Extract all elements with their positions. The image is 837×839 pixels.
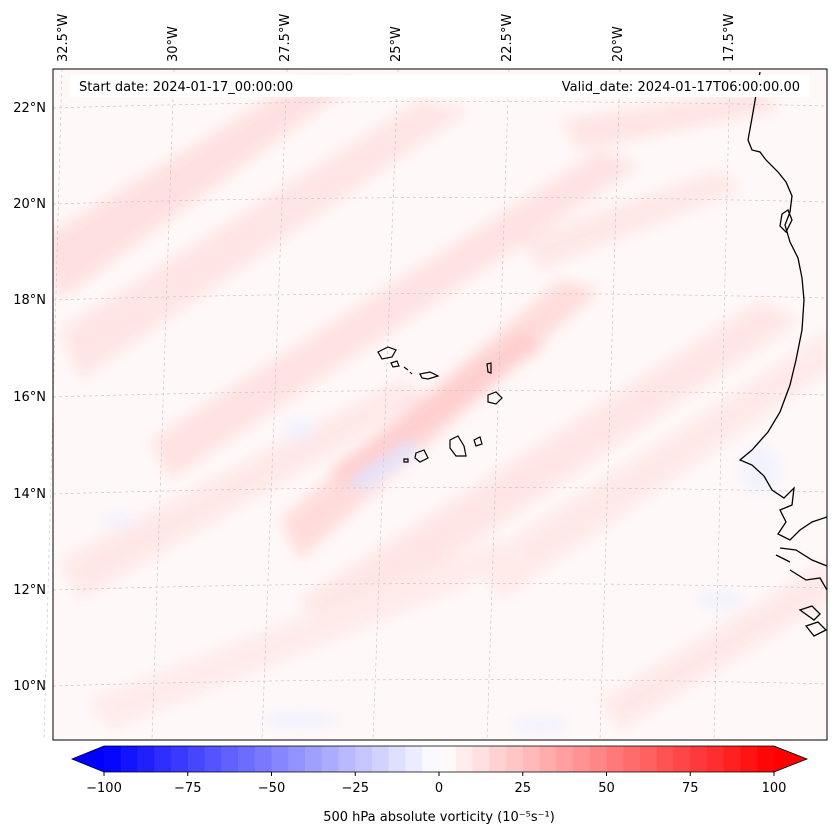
colorbar-cell <box>640 746 658 772</box>
lat-label-16n: 16°N <box>13 390 46 405</box>
island-santo-antao <box>377 346 397 360</box>
colorbar-cell <box>137 746 155 772</box>
colorbar-tick-label: −100 <box>86 781 122 796</box>
lat-label-18n: 18°N <box>13 293 46 308</box>
colorbar-cell <box>104 746 122 772</box>
colorbar-label: 500 hPa absolute vorticity (10⁻⁵s⁻¹) <box>323 810 555 825</box>
lat-label-10n: 10°N <box>13 679 46 694</box>
latitude-labels: 22°N 20°N 18°N 16°N 14°N 12°N 10°N <box>13 101 46 694</box>
lon-label-17-5w: 17.5°W <box>722 14 737 62</box>
colorbar-tick-label: 100 <box>762 781 787 796</box>
colorbar-cell <box>522 746 541 772</box>
longitude-labels: 32.5°W 30°W 27.5°W 25°W 22.5°W 20°W 17.5… <box>56 14 737 62</box>
colorbar: −100 −75 −50 −25 0 25 50 75 100 500 hPa absolute… <box>70 745 809 825</box>
colorbar-tick-label: −75 <box>174 781 201 796</box>
colorbar-cell <box>690 746 708 772</box>
colorbar-tick-label: −25 <box>342 781 369 796</box>
lat-label-14n: 14°N <box>13 487 46 502</box>
colorbar-cell <box>204 746 222 772</box>
colorbar-tick-label: −50 <box>258 781 285 796</box>
colorbar-cell <box>187 746 206 772</box>
colorbar-cell <box>388 746 407 772</box>
valid-date-label: Valid_date: 2024-01-17T06:00:00.00 <box>562 80 800 95</box>
island-santiago <box>449 435 467 457</box>
colorbar-cell <box>321 746 340 772</box>
island-boa-vista <box>487 391 503 405</box>
lon-label-32-5w: 32.5°W <box>56 14 71 62</box>
colorbar-cell <box>355 746 373 772</box>
vorticity-field <box>53 80 827 732</box>
colorbar-ticks: −100 −75 −50 −25 0 25 50 75 100 <box>86 772 786 796</box>
colorbar-cell <box>254 746 273 772</box>
colorbar-cell <box>305 746 323 772</box>
colorbar-cell <box>740 746 758 772</box>
colorbar-cell <box>171 746 189 772</box>
colorbar-cell <box>221 746 239 772</box>
colorbar-cell <box>238 746 256 772</box>
lon-label-20w: 20°W <box>611 26 626 62</box>
colorbar-cell <box>707 746 725 772</box>
colorbar-cell <box>506 746 524 772</box>
colorbar-cell <box>573 746 591 772</box>
lat-label-20n: 20°N <box>13 197 46 212</box>
island-sao-vicente <box>390 360 400 368</box>
colorbar-cells <box>104 746 775 772</box>
colorbar-cell <box>539 746 557 772</box>
lon-label-30w: 30°W <box>166 26 181 62</box>
island-sao-nicolau <box>419 371 440 380</box>
island-maio <box>473 436 483 447</box>
colorbar-cell <box>288 746 306 772</box>
colorbar-min-extension <box>72 746 104 772</box>
start-date-label: Start date: 2024-01-17_00:00:00 <box>79 80 293 95</box>
lon-label-25w: 25°W <box>389 26 404 62</box>
island-fogo <box>414 449 429 463</box>
colorbar-cell <box>489 746 507 772</box>
graticule <box>43 68 828 741</box>
colorbar-cell <box>271 746 289 772</box>
map-frame <box>52 68 828 741</box>
colorbar-cell <box>372 746 390 772</box>
lat-label-22n: 22°N <box>13 101 46 116</box>
lon-label-27-5w: 27.5°W <box>278 14 293 62</box>
colorbar-cell <box>723 746 742 772</box>
colorbar-cell <box>455 746 474 772</box>
island-brava <box>403 458 409 463</box>
colorbar-tick-label: 75 <box>682 781 699 796</box>
colorbar-cell <box>154 746 172 772</box>
colorbar-cell <box>673 746 691 772</box>
date-info-box <box>70 75 810 97</box>
colorbar-cell <box>757 746 775 772</box>
colorbar-tick-label: 25 <box>514 781 531 796</box>
colorbar-tick-label: 50 <box>598 781 615 796</box>
lon-label-22-5w: 22.5°W <box>500 14 515 62</box>
map-panel: Start date: 2024-01-17_00:00:00 Valid_da… <box>43 68 828 741</box>
colorbar-cell <box>120 746 139 772</box>
colorbar-cell <box>422 746 440 772</box>
cape-verde-islands <box>377 346 503 463</box>
colorbar-cell <box>656 746 675 772</box>
colorbar-cell <box>472 746 490 772</box>
island-sal <box>486 362 492 374</box>
colorbar-tick-label: 0 <box>435 781 443 796</box>
colorbar-cell <box>439 746 457 772</box>
colorbar-cell <box>623 746 641 772</box>
colorbar-cell <box>405 746 423 772</box>
colorbar-cell <box>556 746 574 772</box>
colorbar-cell <box>606 746 624 772</box>
coastline <box>738 71 827 637</box>
colorbar-cell <box>589 746 608 772</box>
lat-label-12n: 12°N <box>13 583 46 598</box>
colorbar-max-extension <box>774 746 807 772</box>
colorbar-cell <box>338 746 356 772</box>
